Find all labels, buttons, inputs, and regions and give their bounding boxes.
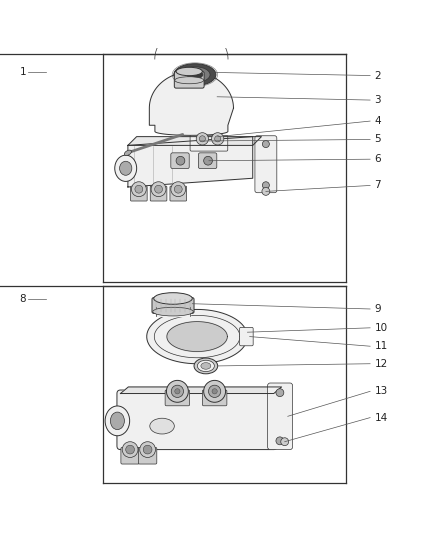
Ellipse shape: [154, 293, 192, 304]
Ellipse shape: [126, 445, 134, 454]
FancyBboxPatch shape: [202, 390, 227, 406]
Ellipse shape: [110, 412, 124, 430]
Ellipse shape: [135, 185, 143, 193]
FancyBboxPatch shape: [131, 186, 147, 201]
Text: 3: 3: [374, 95, 381, 105]
Ellipse shape: [262, 188, 270, 195]
Ellipse shape: [212, 389, 217, 394]
Ellipse shape: [187, 70, 203, 79]
Circle shape: [276, 437, 284, 445]
FancyBboxPatch shape: [190, 135, 228, 151]
Text: 9: 9: [374, 304, 381, 314]
Text: 12: 12: [374, 359, 388, 369]
Text: 2: 2: [374, 70, 381, 80]
Polygon shape: [156, 307, 190, 316]
Ellipse shape: [204, 156, 212, 165]
Text: 6: 6: [374, 154, 381, 164]
FancyBboxPatch shape: [240, 327, 253, 346]
Ellipse shape: [166, 381, 188, 402]
Ellipse shape: [215, 136, 221, 142]
Text: 10: 10: [374, 323, 388, 333]
FancyBboxPatch shape: [165, 390, 190, 406]
Ellipse shape: [174, 64, 216, 86]
Ellipse shape: [143, 445, 152, 454]
Ellipse shape: [175, 389, 180, 394]
FancyBboxPatch shape: [117, 390, 277, 449]
Ellipse shape: [194, 358, 218, 374]
Text: 7: 7: [374, 181, 381, 190]
Ellipse shape: [122, 442, 138, 457]
Ellipse shape: [176, 67, 202, 76]
FancyBboxPatch shape: [174, 71, 204, 88]
Text: 5: 5: [374, 134, 381, 144]
Ellipse shape: [131, 182, 146, 197]
Ellipse shape: [198, 360, 214, 372]
Ellipse shape: [140, 442, 155, 457]
Text: 1: 1: [20, 67, 26, 77]
FancyBboxPatch shape: [268, 383, 293, 449]
Polygon shape: [128, 136, 253, 187]
Ellipse shape: [174, 185, 182, 193]
Polygon shape: [167, 321, 227, 351]
Circle shape: [262, 182, 269, 189]
Circle shape: [276, 389, 284, 397]
Polygon shape: [147, 310, 247, 364]
Ellipse shape: [115, 155, 137, 181]
FancyBboxPatch shape: [121, 447, 139, 464]
Ellipse shape: [175, 77, 204, 84]
Ellipse shape: [204, 381, 226, 402]
Ellipse shape: [171, 182, 186, 197]
Ellipse shape: [176, 156, 185, 165]
Ellipse shape: [208, 385, 221, 398]
Polygon shape: [149, 72, 233, 135]
Text: 14: 14: [374, 413, 388, 423]
Ellipse shape: [153, 308, 193, 316]
Polygon shape: [120, 387, 282, 393]
Polygon shape: [128, 136, 261, 146]
Ellipse shape: [150, 418, 174, 434]
Text: 11: 11: [374, 341, 388, 351]
Ellipse shape: [201, 362, 211, 369]
Ellipse shape: [151, 182, 166, 197]
Circle shape: [262, 141, 269, 148]
Ellipse shape: [212, 133, 224, 145]
Ellipse shape: [281, 438, 289, 446]
FancyBboxPatch shape: [152, 297, 194, 313]
FancyBboxPatch shape: [138, 447, 157, 464]
Ellipse shape: [171, 385, 184, 398]
FancyBboxPatch shape: [198, 153, 217, 168]
Text: 13: 13: [374, 386, 388, 397]
Text: 8: 8: [20, 294, 26, 304]
FancyBboxPatch shape: [170, 186, 187, 201]
FancyBboxPatch shape: [150, 186, 167, 201]
Ellipse shape: [155, 185, 162, 193]
Ellipse shape: [196, 133, 208, 145]
Ellipse shape: [120, 161, 132, 175]
Ellipse shape: [124, 150, 131, 156]
FancyBboxPatch shape: [171, 153, 189, 168]
Text: 4: 4: [374, 116, 381, 126]
Ellipse shape: [199, 136, 205, 142]
FancyBboxPatch shape: [255, 136, 277, 193]
Ellipse shape: [180, 67, 210, 83]
Ellipse shape: [105, 406, 130, 436]
